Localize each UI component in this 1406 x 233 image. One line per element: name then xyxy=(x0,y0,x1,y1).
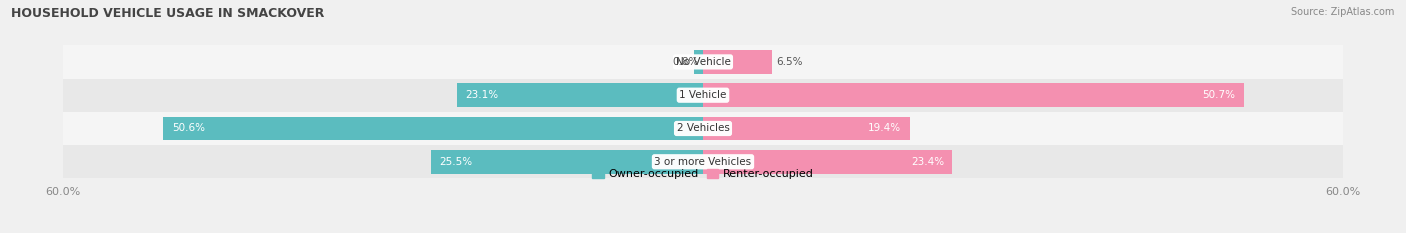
Text: 23.4%: 23.4% xyxy=(911,157,943,167)
Bar xyxy=(457,83,703,107)
Bar xyxy=(695,50,703,74)
Text: 25.5%: 25.5% xyxy=(440,157,472,167)
Bar xyxy=(703,83,1243,107)
Bar xyxy=(703,116,910,140)
Bar xyxy=(163,116,703,140)
Text: HOUSEHOLD VEHICLE USAGE IN SMACKOVER: HOUSEHOLD VEHICLE USAGE IN SMACKOVER xyxy=(11,7,325,20)
Bar xyxy=(432,150,703,174)
Text: 23.1%: 23.1% xyxy=(465,90,498,100)
Text: 3 or more Vehicles: 3 or more Vehicles xyxy=(654,157,752,167)
Text: 2 Vehicles: 2 Vehicles xyxy=(676,123,730,134)
Text: 19.4%: 19.4% xyxy=(868,123,901,134)
Text: Source: ZipAtlas.com: Source: ZipAtlas.com xyxy=(1291,7,1395,17)
Text: No Vehicle: No Vehicle xyxy=(675,57,731,67)
Text: 50.6%: 50.6% xyxy=(172,123,205,134)
Legend: Owner-occupied, Renter-occupied: Owner-occupied, Renter-occupied xyxy=(592,168,814,179)
Bar xyxy=(63,79,1343,112)
Text: 6.5%: 6.5% xyxy=(776,57,803,67)
Bar xyxy=(63,45,1343,79)
Text: 50.7%: 50.7% xyxy=(1202,90,1234,100)
Bar xyxy=(703,150,952,174)
Bar xyxy=(703,50,772,74)
Bar xyxy=(63,112,1343,145)
Text: 0.8%: 0.8% xyxy=(672,57,699,67)
Text: 1 Vehicle: 1 Vehicle xyxy=(679,90,727,100)
Bar xyxy=(63,145,1343,178)
